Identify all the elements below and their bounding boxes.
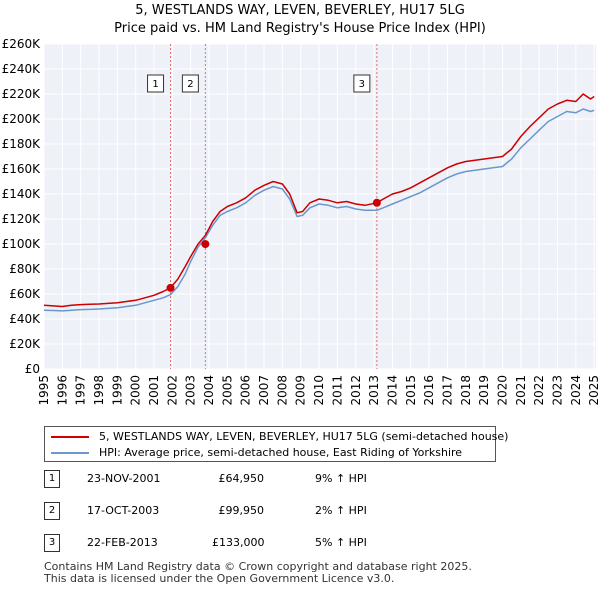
sale-marker [372,198,381,207]
x-tick-label: 2004 [202,375,216,406]
legend: 5, WESTLANDS WAY, LEVEN, BEVERLEY, HU17 … [44,426,508,462]
x-tick-label: 2016 [422,375,436,406]
sale-number-label: 3 [359,79,365,90]
sale-number-badge: 1 [44,470,60,488]
sale-price: £133,000 [212,536,265,549]
y-tick-label: £40K [9,312,41,326]
sale-date: 17-OCT-2003 [87,504,160,517]
y-axis-ticks: £0 £20K £40K £60K £80K £100K £120K £140K £160K £1… [2,37,42,376]
x-tick-label: 2006 [239,375,253,406]
y-tick-label: £120K [2,212,42,226]
x-tick-label: 2023 [550,375,564,406]
y-tick-label: £180K [2,137,42,151]
x-tick-label: 2020 [495,375,509,406]
x-tick-label: 2002 [165,375,179,406]
sale-hpi-diff: 5% ↑ HPI [315,536,367,549]
chart-title: 5, WESTLANDS WAY, LEVEN, BEVERLEY, HU17 … [0,2,600,38]
hpi-line [43,108,595,312]
x-tick-label: 2022 [532,375,546,406]
x-tick-label: 2018 [459,375,473,406]
subtitle-line: Price paid vs. HM Land Registry's House … [114,21,486,36]
x-tick-label: 2001 [147,375,161,406]
sale-row: 1 23-NOV-2001 £64,950 9% ↑ HPI [44,470,444,490]
x-tick-label: 1999 [110,375,124,406]
x-tick-label: 2011 [330,375,344,406]
x-tick-label: 2021 [514,375,528,406]
sale-row: 2 17-OCT-2003 £99,950 2% ↑ HPI [44,502,444,522]
y-tick-label: £20K [9,337,41,351]
sale-number-box [147,74,165,93]
sale-row: 3 22-FEB-2013 £133,000 5% ↑ HPI [44,534,444,554]
sale-number-label: 2 [187,79,193,90]
sale-date: 22-FEB-2013 [87,536,158,549]
sale-date: 23-NOV-2001 [87,472,161,485]
x-tick-label: 2008 [275,375,289,406]
series-lines [43,93,595,312]
x-tick-label: 2009 [294,375,308,406]
y-tick-label: £140K [2,187,42,201]
x-tick-label: 2007 [257,375,271,406]
sale-price: £64,950 [218,472,265,485]
grid-lines [43,43,596,370]
y-tick-label: £100K [2,237,42,251]
plot-area [44,44,596,369]
title-line: 5, WESTLANDS WAY, LEVEN, BEVERLEY, HU17 … [135,3,465,18]
y-tick-label: £260K [2,37,42,51]
footer-attribution: Contains HM Land Registry data © Crown c… [44,561,472,585]
sale-number-box [353,74,371,93]
legend-label-property: 5, WESTLANDS WAY, LEVEN, BEVERLEY, HU17 … [99,430,509,443]
x-tick-label: 2013 [367,375,381,406]
x-tick-label: 1995 [37,375,51,406]
sale-markers [166,198,381,292]
sale-number-badge: 3 [44,534,60,552]
y-tick-label: £160K [2,162,42,176]
sale-marker [201,240,210,249]
property-price-line [43,93,595,308]
sale-hpi-diff: 9% ↑ HPI [315,472,367,485]
footer-line: Contains HM Land Registry data © Crown c… [44,560,472,573]
x-tick-label: 2015 [404,375,418,406]
plot-background [44,44,596,369]
x-tick-label: 2025 [587,375,600,406]
sale-number-box [181,74,199,93]
x-tick-label: 2014 [385,375,399,406]
x-tick-label: 2017 [440,375,454,406]
sale-number-label: 1 [152,79,158,90]
price-chart: 1 2 3 £0 £20K £40K £60K £80K £100K £120K £140K £16… [2,37,600,406]
sale-marker [166,283,175,292]
sale-price: £99,950 [218,504,265,517]
y-tick-label: £240K [2,62,42,76]
x-tick-label: 2005 [220,375,234,406]
x-tick-label: 1997 [74,375,88,406]
sale-hpi-diff: 2% ↑ HPI [315,504,367,517]
x-tick-label: 2003 [184,375,198,406]
y-tick-label: £220K [2,87,42,101]
x-tick-label: 1998 [92,375,106,406]
y-tick-label: £60K [9,287,41,301]
y-tick-label: £0 [25,362,40,376]
y-tick-label: £80K [9,262,41,276]
sale-vertical-lines: 1 2 3 [147,44,378,369]
x-tick-label: 1996 [55,375,69,406]
footer-line: This data is licensed under the Open Gov… [44,572,395,585]
sale-number-badge: 2 [44,502,60,520]
x-tick-label: 2010 [312,375,326,406]
x-axis-ticks: 1995 1996 1997 1998 1999 2000 2001 2002 2003 2004… [37,375,600,406]
legend-swatch-hpi [51,452,89,454]
x-tick-label: 2024 [569,375,583,406]
x-tick-label: 2019 [477,375,491,406]
legend-swatch-property [51,436,89,438]
y-tick-label: £200K [2,112,42,126]
legend-label-hpi: HPI: Average price, semi-detached house,… [99,446,463,459]
x-tick-label: 2000 [129,375,143,406]
x-tick-label: 2012 [349,375,363,406]
